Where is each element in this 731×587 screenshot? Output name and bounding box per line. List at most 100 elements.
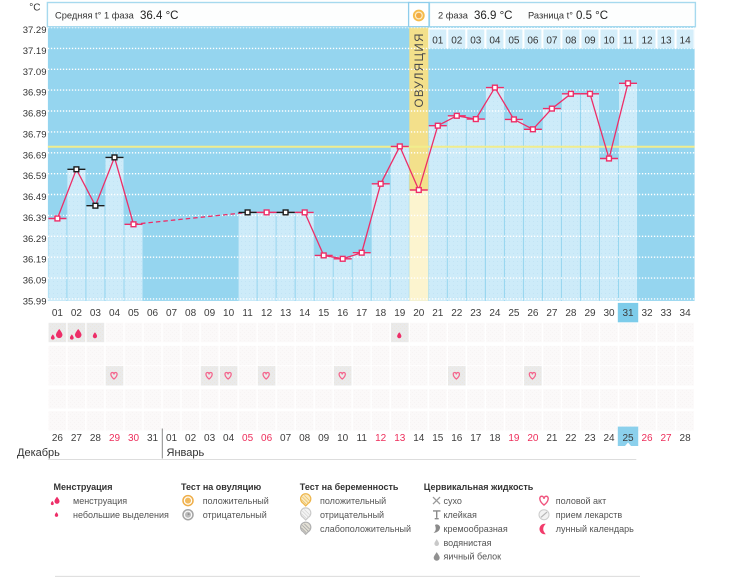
svg-text:30: 30 [603, 308, 615, 319]
svg-text:01: 01 [166, 433, 178, 444]
svg-text:01: 01 [52, 308, 64, 319]
svg-text:Тест на беременность: Тест на беременность [300, 482, 399, 492]
svg-text:12: 12 [261, 308, 273, 319]
svg-text:09: 09 [204, 308, 216, 319]
svg-text:02: 02 [185, 433, 197, 444]
svg-text:ОВУЛЯЦИЯ: ОВУЛЯЦИЯ [414, 32, 426, 107]
svg-text:37.29: 37.29 [23, 25, 47, 36]
svg-text:14: 14 [413, 433, 425, 444]
svg-text:23: 23 [470, 308, 482, 319]
svg-text:23: 23 [584, 433, 596, 444]
svg-text:36.99: 36.99 [23, 88, 47, 99]
svg-text:12: 12 [375, 433, 387, 444]
svg-text:02: 02 [451, 36, 463, 47]
svg-text:Декабрь: Декабрь [17, 447, 60, 459]
svg-text:36.69: 36.69 [23, 150, 47, 161]
svg-text:07: 07 [546, 36, 558, 47]
svg-text:11: 11 [623, 36, 634, 47]
svg-text:08: 08 [565, 36, 577, 47]
svg-text:небольшие выделения: небольшие выделения [73, 510, 169, 520]
svg-text:20: 20 [413, 308, 425, 319]
svg-text:12: 12 [641, 36, 653, 47]
svg-text:05: 05 [508, 36, 520, 47]
svg-text:05: 05 [128, 308, 140, 319]
svg-text:Цервикальная жидкость: Цервикальная жидкость [424, 482, 534, 492]
svg-text:16: 16 [337, 308, 349, 319]
svg-text:36.89: 36.89 [23, 109, 47, 120]
svg-text:менструация: менструация [73, 496, 127, 506]
svg-text:11: 11 [357, 433, 368, 444]
svg-text:36.9 °C: 36.9 °C [474, 10, 512, 22]
svg-text:Разница t°: Разница t° [528, 11, 573, 21]
svg-text:04: 04 [109, 308, 121, 319]
svg-text:33: 33 [660, 308, 672, 319]
svg-text:36.59: 36.59 [23, 171, 47, 182]
svg-text:17: 17 [470, 433, 482, 444]
svg-text:15: 15 [318, 308, 330, 319]
svg-text:08: 08 [185, 308, 197, 319]
svg-text:27: 27 [660, 433, 672, 444]
svg-text:27: 27 [71, 433, 83, 444]
svg-text:слабоположительный: слабоположительный [320, 524, 411, 534]
svg-text:27: 27 [546, 308, 558, 319]
svg-text:29: 29 [584, 308, 596, 319]
svg-text:04: 04 [489, 36, 501, 47]
svg-text:18: 18 [375, 308, 387, 319]
svg-text:10: 10 [337, 433, 349, 444]
svg-text:водянистая: водянистая [444, 538, 492, 548]
svg-text:24: 24 [603, 433, 615, 444]
svg-text:25: 25 [622, 433, 634, 444]
svg-text:03: 03 [204, 433, 216, 444]
svg-text:36.29: 36.29 [23, 234, 47, 245]
svg-text:13: 13 [394, 433, 406, 444]
svg-text:10: 10 [603, 36, 615, 47]
svg-text:21: 21 [546, 433, 558, 444]
svg-text:03: 03 [470, 36, 482, 47]
svg-text:°C: °C [29, 2, 40, 13]
svg-text:26: 26 [641, 433, 653, 444]
svg-text:32: 32 [641, 308, 653, 319]
svg-text:24: 24 [489, 308, 501, 319]
svg-text:21: 21 [432, 308, 444, 319]
svg-text:18: 18 [489, 433, 501, 444]
svg-text:02: 02 [71, 308, 83, 319]
svg-text:28: 28 [565, 308, 577, 319]
svg-text:26: 26 [52, 433, 64, 444]
svg-text:35.99: 35.99 [23, 296, 47, 307]
svg-text:09: 09 [584, 36, 596, 47]
svg-text:31: 31 [147, 433, 159, 444]
svg-text:22: 22 [565, 433, 577, 444]
svg-text:36.09: 36.09 [23, 276, 47, 287]
svg-text:13: 13 [660, 36, 672, 47]
svg-text:31: 31 [622, 308, 634, 319]
svg-text:13: 13 [280, 308, 292, 319]
svg-text:клейкая: клейкая [444, 510, 477, 520]
svg-text:09: 09 [318, 433, 330, 444]
svg-text:2 фаза: 2 фаза [438, 11, 469, 21]
svg-text:36.19: 36.19 [23, 255, 47, 266]
svg-text:19: 19 [394, 308, 406, 319]
svg-text:37.19: 37.19 [23, 46, 47, 57]
svg-text:10: 10 [223, 308, 235, 319]
svg-text:19: 19 [508, 433, 520, 444]
svg-text:11: 11 [242, 308, 253, 319]
svg-text:15: 15 [432, 433, 444, 444]
svg-text:06: 06 [527, 36, 539, 47]
svg-text:Средняя t° 1 фаза: Средняя t° 1 фаза [55, 11, 135, 21]
svg-text:прием лекарств: прием лекарств [556, 510, 623, 520]
svg-text:36.49: 36.49 [23, 192, 47, 203]
svg-text:08: 08 [299, 433, 311, 444]
svg-text:отрицательный: отрицательный [203, 510, 267, 520]
svg-text:16: 16 [451, 433, 463, 444]
svg-text:04: 04 [223, 433, 235, 444]
svg-text:29: 29 [109, 433, 121, 444]
svg-text:36.79: 36.79 [23, 129, 47, 140]
svg-text:28: 28 [90, 433, 102, 444]
svg-text:лунный календарь: лунный календарь [556, 524, 634, 534]
svg-text:положительный: положительный [320, 496, 386, 506]
svg-text:26: 26 [527, 308, 539, 319]
svg-text:34: 34 [680, 308, 692, 319]
svg-text:Менструация: Менструация [54, 482, 113, 492]
svg-text:03: 03 [90, 308, 102, 319]
svg-text:0.5 °C: 0.5 °C [576, 10, 608, 22]
